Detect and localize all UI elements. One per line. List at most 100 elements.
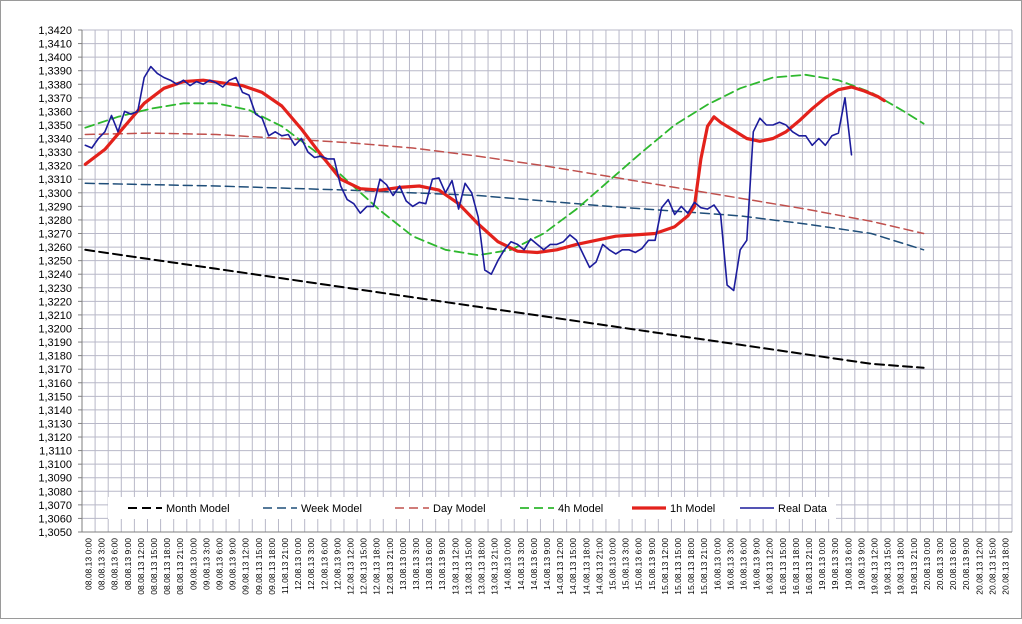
x-tick-label: 16.08.13 0:00 — [712, 538, 722, 590]
x-tick-label: 16.08.13 9:00 — [752, 538, 762, 590]
x-tick-label: 20.08.13 6:00 — [948, 538, 958, 590]
x-tick-label: 08.08.13 12:00 — [136, 538, 146, 595]
x-tick-label: 14.08.13 9:00 — [542, 538, 552, 590]
x-tick-label: 12.08.13 18:00 — [372, 538, 382, 595]
x-tick-labels: 08.08.13 0:00 08.08.13 3:00 08.08.13 6:00 0… — [84, 538, 1011, 595]
y-tick-labels: 1,30501,30601,30701,30801,30901,31001,31… — [38, 25, 72, 539]
legend-label: 1h Model — [670, 503, 715, 515]
x-tick-label: 20.08.13 15:00 — [987, 538, 997, 595]
y-tick-label: 1,3330 — [38, 147, 72, 159]
legend-label: Real Data — [778, 503, 828, 515]
y-tick-label: 1,3070 — [38, 500, 72, 512]
x-tick-label: 09.08.13 18:00 — [267, 538, 277, 595]
y-tick-label: 1,3280 — [38, 215, 72, 227]
x-tick-label: 12.08.13 9:00 — [332, 538, 342, 590]
x-tick-label: 13.08.13 6:00 — [424, 538, 434, 590]
x-tick-label: 13.08.13 0:00 — [398, 538, 408, 590]
x-tick-label: 15.08.13 3:00 — [621, 538, 631, 590]
y-tick-label: 1,3090 — [38, 473, 72, 485]
x-tick-label: 12.08.13 21:00 — [385, 538, 395, 595]
x-tick-label: 16.08.13 15:00 — [778, 538, 788, 595]
x-tick-label: 15.08.13 12:00 — [660, 538, 670, 595]
x-tick-label: 20.08.13 12:00 — [974, 538, 984, 595]
x-tick-label: 08.08.13 21:00 — [175, 538, 185, 595]
y-tick-label: 1,3360 — [38, 106, 72, 118]
series-line-1h-model — [83, 78, 886, 255]
x-tick-label: 08.08.13 15:00 — [149, 538, 159, 595]
x-tick-label: 19.08.13 12:00 — [869, 538, 879, 595]
y-tick-label: 1,3390 — [38, 66, 72, 78]
y-tick-label: 1,3150 — [38, 391, 72, 403]
y-tick-label: 1,3130 — [38, 418, 72, 430]
x-tick-label: 16.08.13 21:00 — [804, 538, 814, 595]
y-tick-label: 1,3250 — [38, 256, 72, 268]
x-tick-label: 14.08.13 12:00 — [555, 538, 565, 595]
y-tick-label: 1,3110 — [39, 446, 72, 458]
x-tick-label: 15.08.13 21:00 — [699, 538, 709, 595]
y-tick-label: 1,3420 — [38, 25, 72, 37]
legend-label: Day Model — [433, 503, 486, 515]
x-tick-label: 09.08.13 3:00 — [201, 538, 211, 590]
y-tick-label: 1,3120 — [38, 432, 72, 444]
y-tick-label: 1,3400 — [38, 52, 72, 64]
x-tick-label: 15.08.13 6:00 — [634, 538, 644, 590]
x-tick-label: 14.08.13 6:00 — [529, 538, 539, 590]
series-line-real-data — [84, 65, 853, 292]
x-tick-label: 14.08.13 21:00 — [594, 538, 604, 595]
y-tick-label: 1,3350 — [38, 120, 72, 132]
y-tick-label: 1,3220 — [38, 296, 72, 308]
x-tick-label: 13.08.13 21:00 — [490, 538, 500, 595]
x-tick-label: 13.08.13 15:00 — [463, 538, 473, 595]
x-tick-label: 19.08.13 15:00 — [883, 538, 893, 595]
x-tick-label: 20.08.13 0:00 — [922, 538, 932, 590]
x-tick-label: 13.08.13 12:00 — [450, 538, 460, 595]
x-tick-label: 16.08.13 6:00 — [738, 538, 748, 590]
x-tick-label: 13.08.13 18:00 — [477, 538, 487, 595]
y-tick-label: 1,3320 — [38, 161, 72, 173]
x-tick-label: 19.08.13 9:00 — [856, 538, 866, 590]
y-tick-label: 1,3290 — [38, 201, 72, 213]
x-tick-label: 20.08.13 9:00 — [961, 538, 971, 590]
x-tick-label: 19.08.13 3:00 — [830, 538, 840, 590]
x-tick-label: 14.08.13 0:00 — [503, 538, 513, 590]
x-tick-label: 09.08.13 15:00 — [254, 538, 264, 595]
x-tick-label: 14.08.13 18:00 — [581, 538, 591, 595]
x-tick-label: 08.08.13 6:00 — [110, 538, 120, 590]
y-tick-label: 1,3340 — [38, 134, 72, 146]
x-tick-label: 12.08.13 6:00 — [319, 538, 329, 590]
y-tick-label: 1,3190 — [38, 337, 72, 349]
y-tick-label: 1,3100 — [38, 459, 72, 471]
y-tick-label: 1,3270 — [38, 229, 72, 241]
y-tick-label: 1,3060 — [38, 513, 72, 525]
x-tick-label: 12.08.13 3:00 — [306, 538, 316, 590]
x-tick-label: 16.08.13 3:00 — [725, 538, 735, 590]
y-tick-label: 1,3180 — [38, 351, 72, 363]
x-tick-label: 16.08.13 18:00 — [791, 538, 801, 595]
series-line-day-model — [84, 132, 925, 235]
y-tick-label: 1,3170 — [38, 364, 72, 376]
y-tick-label: 1,3260 — [38, 242, 72, 254]
x-tick-label: 15.08.13 18:00 — [686, 538, 696, 595]
y-tick-label: 1,3370 — [38, 93, 72, 105]
x-tick-label: 08.08.13 3:00 — [97, 538, 107, 590]
x-tick-label: 15.08.13 9:00 — [647, 538, 657, 590]
y-tick-label: 1,3160 — [38, 378, 72, 390]
legend-label: Month Model — [166, 503, 230, 515]
x-tick-label: 09.08.13 12:00 — [241, 538, 251, 595]
series-line-month-model — [84, 248, 925, 369]
x-tick-label: 16.08.13 12:00 — [765, 538, 775, 595]
x-tick-label: 13.08.13 9:00 — [437, 538, 447, 590]
y-tick-label: 1,3050 — [38, 527, 72, 539]
x-tick-label: 20.08.13 3:00 — [935, 538, 945, 590]
x-tick-label: 11.08.13 21:00 — [280, 538, 290, 594]
x-tick-label: 09.08.13 6:00 — [215, 538, 225, 590]
x-tick-label: 19.08.13 0:00 — [817, 538, 827, 590]
legend-label: Week Model — [301, 503, 362, 515]
x-tick-label: 12.08.13 0:00 — [293, 538, 303, 590]
x-tick-label: 08.08.13 0:00 — [84, 538, 94, 590]
plot-area — [82, 30, 1012, 532]
x-tick-label: 14.08.13 15:00 — [568, 538, 578, 595]
x-tick-label: 19.08.13 6:00 — [843, 538, 853, 590]
y-tick-label: 1,3380 — [38, 79, 72, 91]
